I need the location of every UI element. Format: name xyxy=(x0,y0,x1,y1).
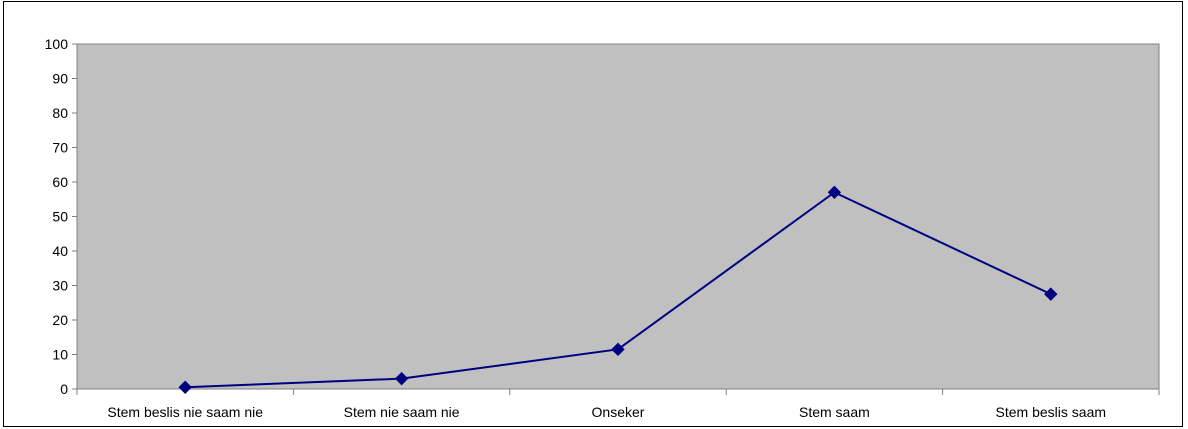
y-tick-label: 90 xyxy=(52,71,68,87)
series xyxy=(178,185,1058,394)
y-axis: 0 10 20 30 40 50 60 70 80 90 100 xyxy=(45,36,78,397)
x-tick-label: Stem beslis saam xyxy=(996,404,1106,420)
x-axis: Stem beslis nie saam nie Stem nie saam ni… xyxy=(76,388,1160,420)
y-tick-label: 20 xyxy=(52,312,68,328)
plot-area xyxy=(76,43,1160,390)
y-tick-label: 10 xyxy=(52,347,68,363)
data-point-marker xyxy=(178,380,192,394)
y-tick-label: 100 xyxy=(45,36,69,52)
y-tick-label: 0 xyxy=(60,381,68,397)
y-tick-label: 40 xyxy=(52,243,68,259)
y-tick-label: 50 xyxy=(52,209,68,225)
x-tick-label: Stem saam xyxy=(799,404,870,420)
data-point-marker xyxy=(394,371,409,386)
x-tick-label: Onseker xyxy=(592,404,645,420)
y-tick-label: 80 xyxy=(52,105,68,121)
y-tick-label: 30 xyxy=(52,278,68,294)
data-point-marker xyxy=(827,185,842,200)
y-tick-label: 60 xyxy=(52,174,68,190)
data-point-marker xyxy=(611,342,625,357)
x-tick-label: Stem beslis nie saam nie xyxy=(107,404,263,420)
data-point-marker xyxy=(1044,287,1058,301)
y-tick-label: 70 xyxy=(52,140,68,156)
x-tick-label: Stem nie saam nie xyxy=(344,404,460,420)
